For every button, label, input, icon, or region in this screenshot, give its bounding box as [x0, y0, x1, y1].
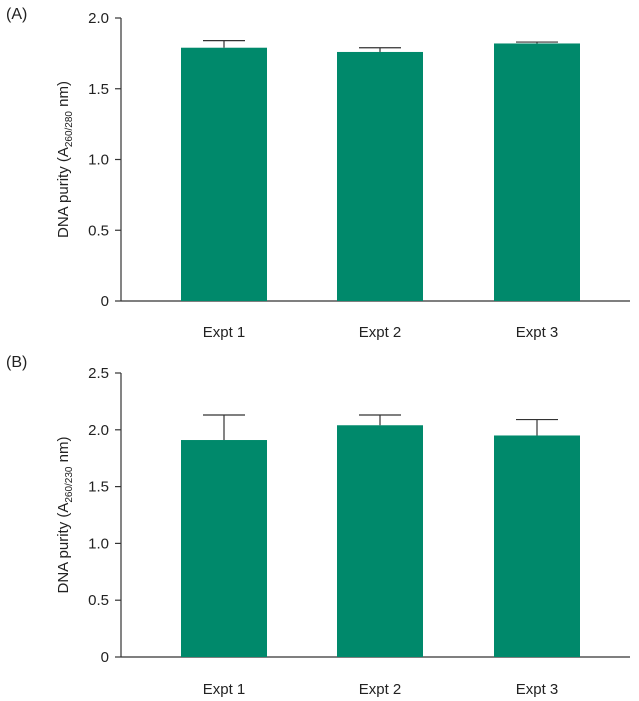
x-tick-label: Expt 1: [203, 324, 246, 340]
panel-label-a: (A): [6, 6, 28, 23]
bar: [337, 425, 423, 657]
bar: [181, 440, 267, 657]
bar: [181, 47, 267, 302]
x-tick-label: Expt 1: [203, 681, 246, 698]
y-tick-label: 0.5: [88, 592, 109, 609]
x-tick-label: Expt 2: [359, 681, 402, 698]
y-tick-label: 2.0: [88, 10, 109, 27]
y-axis-label: DNA purity (A260/280 nm): [55, 81, 75, 238]
y-tick-label: 1.5: [88, 479, 109, 496]
bar: [337, 51, 423, 302]
x-tick-label: Expt 3: [516, 681, 559, 698]
y-tick-label: 0: [101, 649, 109, 666]
x-tick-label: Expt 2: [359, 324, 402, 340]
x-tick-label: Expt 3: [516, 324, 559, 340]
y-tick-label: 1.5: [88, 81, 109, 98]
y-tick-label: 1.0: [88, 535, 109, 552]
chart-a: 0 0.5 1.0 1.5 2.0 DNA purity (A260/280 nm) Exp…: [55, 10, 630, 340]
y-tick-label: 0: [101, 293, 109, 310]
panel-label-b: (B): [6, 354, 28, 371]
y-tick-label: 0.5: [88, 222, 109, 239]
bar: [494, 43, 580, 301]
y-tick-label: 1.0: [88, 152, 109, 169]
y-axis-label: DNA purity (A260/230 nm): [55, 436, 75, 593]
y-tick-label: 2.0: [88, 422, 109, 439]
bar: [494, 435, 580, 657]
y-tick-label: 2.5: [88, 365, 109, 382]
